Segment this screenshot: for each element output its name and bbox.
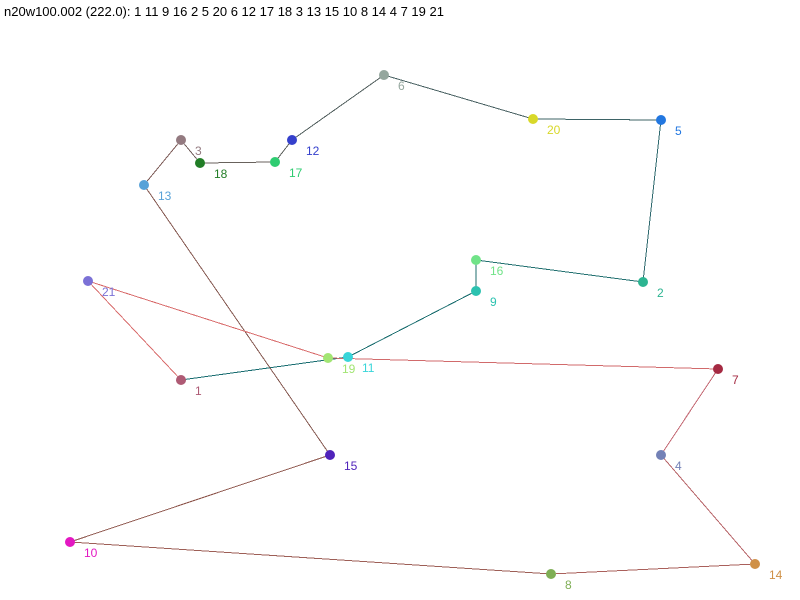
- node-point-14: [750, 559, 760, 569]
- node-label-2: 2: [657, 286, 664, 300]
- node-label-11: 11: [362, 361, 375, 375]
- node-point-12: [287, 135, 297, 145]
- node-label-14: 14: [769, 568, 783, 582]
- node-label-20: 20: [547, 123, 561, 137]
- tour-edge-10-8: [69, 541, 552, 575]
- node-label-18: 18: [214, 167, 228, 181]
- tour-edge-6-12: [291, 74, 385, 141]
- plot-title: n20w100.002 (222.0): 1 11 9 16 2 5 20 6 …: [4, 4, 444, 19]
- node-point-18: [195, 158, 205, 168]
- node-label-3: 3: [195, 144, 202, 158]
- node-label-9: 9: [490, 295, 497, 309]
- node-label-1: 1: [195, 384, 202, 398]
- node-point-21: [83, 276, 93, 286]
- node-point-10: [65, 537, 75, 547]
- node-label-15: 15: [344, 459, 358, 473]
- node-label-5: 5: [675, 124, 682, 138]
- tour-edge-5-20: [532, 118, 662, 121]
- tour-edge-2-5: [642, 119, 662, 283]
- node-label-10: 10: [84, 546, 98, 560]
- tour-edge-15-10: [69, 454, 331, 543]
- node-label-16: 16: [490, 264, 504, 278]
- node-point-2: [638, 277, 648, 287]
- tour-edge-16-2: [475, 259, 644, 283]
- node-point-1: [176, 375, 186, 385]
- tour-edge-13-15: [143, 184, 331, 456]
- tour-edge-19-21: [87, 280, 329, 359]
- tour-edge-21-1: [87, 280, 182, 381]
- tour-edge-8-14: [550, 563, 756, 575]
- node-point-20: [528, 114, 538, 124]
- node-point-15: [325, 450, 335, 460]
- node-point-5: [656, 115, 666, 125]
- node-point-13: [139, 180, 149, 190]
- node-point-3: [176, 135, 186, 145]
- node-point-11: [343, 352, 353, 362]
- node-label-12: 12: [306, 144, 320, 158]
- node-point-4: [656, 450, 666, 460]
- tour-edge-1-11: [180, 356, 349, 381]
- tour-edge-17-18: [199, 161, 276, 164]
- node-label-4: 4: [675, 459, 682, 473]
- node-point-6: [379, 70, 389, 80]
- node-label-13: 13: [158, 189, 172, 203]
- tour-edge-20-6: [383, 74, 534, 120]
- node-point-9: [471, 286, 481, 296]
- node-point-17: [270, 157, 280, 167]
- tour-edge-3-13: [143, 139, 182, 186]
- node-label-19: 19: [342, 362, 356, 376]
- node-point-19: [323, 353, 333, 363]
- node-point-7: [713, 364, 723, 374]
- node-label-17: 17: [289, 166, 303, 180]
- node-label-21: 21: [102, 285, 116, 299]
- tour-edge-7-19: [327, 357, 719, 370]
- tour-edge-14-4: [660, 454, 756, 565]
- node-point-8: [546, 569, 556, 579]
- node-label-7: 7: [732, 373, 739, 387]
- tour-edge-4-7: [660, 368, 719, 456]
- node-label-8: 8: [565, 578, 572, 592]
- node-point-16: [471, 255, 481, 265]
- node-label-6: 6: [398, 79, 405, 93]
- tour-edge-11-9: [347, 290, 477, 358]
